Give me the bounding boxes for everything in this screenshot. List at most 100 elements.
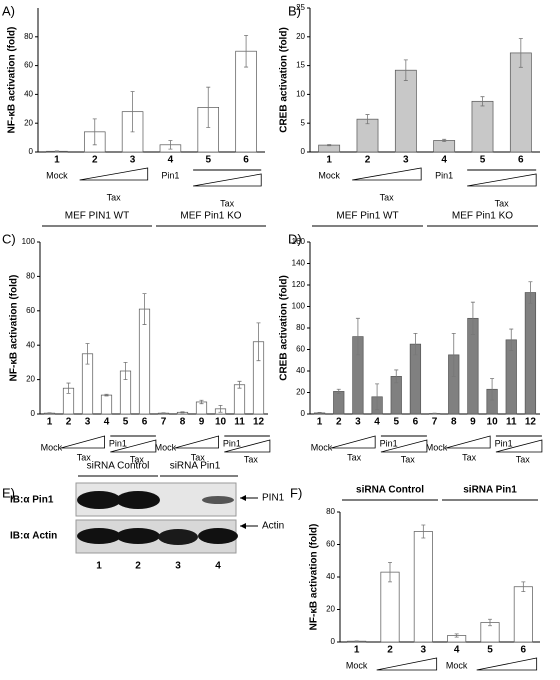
triangle [376,657,438,671]
x-tick-label: 6 [243,155,249,166]
annotation: Mock [318,170,340,180]
annotation: Mock [46,170,68,180]
y-tick-label: 0 [29,147,34,156]
y-tick-label: 0 [31,409,36,418]
annotation: Tax [462,452,477,462]
y-tick-label: 25 [296,3,305,12]
x-tick-label: 5 [480,155,486,166]
error-bar [480,96,485,107]
triangle [110,439,157,453]
error-bar [142,293,147,325]
y-tick-label: 0 [331,637,336,646]
annotation: Tax [380,192,395,202]
annotation: Pin1 [223,438,241,448]
y-tick-label: 10 [296,90,305,99]
y-tick-label: 40 [24,90,33,99]
bar [233,384,246,415]
error-bar [521,581,526,593]
bar [100,394,113,415]
x-tick-label: 1 [354,645,360,656]
y-tick-label: 20 [26,375,35,384]
panel-label: C) [2,231,16,246]
x-tick-label: 4 [168,155,174,166]
triangle [60,435,105,449]
y-tick-label: 5 [301,118,306,127]
x-tick-label: 11 [506,417,517,428]
error-bar [518,38,523,68]
x-tick-label: 7 [432,417,438,428]
y-axis-label: NF-κB activation (fold) [309,524,320,631]
y-tick-label: 20 [296,32,305,41]
y-tick-label: 120 [292,280,306,289]
annotation: Mock [426,442,448,452]
panel-label: E) [2,485,15,500]
bar [513,586,533,643]
lane-header: siRNA Pin1 [170,461,221,472]
annotation: Tax [107,192,122,202]
triangle [79,167,149,181]
panel-label: B) [288,3,301,18]
x-tick-label: 5 [123,417,129,428]
x-tick-label: 3 [85,417,91,428]
annotation: Mock [346,660,368,670]
bar [318,144,341,153]
x-tick-label: 8 [451,417,457,428]
error-bar [451,332,456,377]
band [202,496,234,504]
x-tick-label: 12 [253,417,265,428]
y-tick-label: 0 [301,147,306,156]
group-header: siRNA Control [356,485,424,496]
group-header: MEF Pin1 KO [180,211,241,222]
y-tick-label: 20 [296,388,305,397]
error-bar [256,322,261,362]
y-tick-label: 40 [326,572,335,581]
y-tick-label: 15 [296,61,305,70]
error-bar [237,380,242,389]
x-tick-label: 6 [518,155,524,166]
error-bar [206,86,211,128]
error-bar [421,524,426,539]
lane-header: siRNA Control [87,461,150,472]
error-bar [180,411,185,414]
group-header: siRNA Pin1 [463,485,517,496]
error-bar [488,618,492,627]
arrow-head [240,495,246,501]
error-bar [442,138,447,143]
triangle [467,173,537,187]
x-tick-label: 11 [234,417,245,428]
annotation: Pin1 [161,170,179,180]
triangle [193,173,262,187]
arrow-label: PIN1 [262,493,285,504]
error-bar [365,114,370,125]
y-tick-label: 80 [26,272,35,281]
y-tick-label: 20 [326,605,335,614]
x-tick-label: 4 [104,417,110,428]
triangle [380,439,428,453]
error-bar [490,378,495,401]
y-tick-label: 140 [292,259,306,268]
x-tick-label: 1 [317,417,323,428]
error-bar [85,343,90,365]
y-tick-label: 100 [22,237,36,246]
x-tick-label: 3 [421,645,427,656]
y-tick-label: 60 [296,345,305,354]
x-tick-label: 12 [525,417,537,428]
band [77,491,121,509]
triangle [224,439,271,453]
x-tick-label: 2 [66,417,72,428]
annotation: Tax [220,198,235,208]
x-tick-label: 6 [142,417,148,428]
error-bar [47,412,52,414]
error-bar [199,399,204,405]
error-bar [355,317,360,356]
error-bar [336,388,341,394]
error-bar [432,412,437,415]
band [158,529,198,545]
annotation: Pin1 [109,438,127,448]
x-tick-label: 1 [326,155,332,166]
bar [333,391,345,415]
lane-number: 1 [96,561,102,572]
x-tick-label: 2 [336,417,342,428]
error-bar [123,362,128,380]
y-axis-label: CREB activation (fold) [279,27,290,133]
